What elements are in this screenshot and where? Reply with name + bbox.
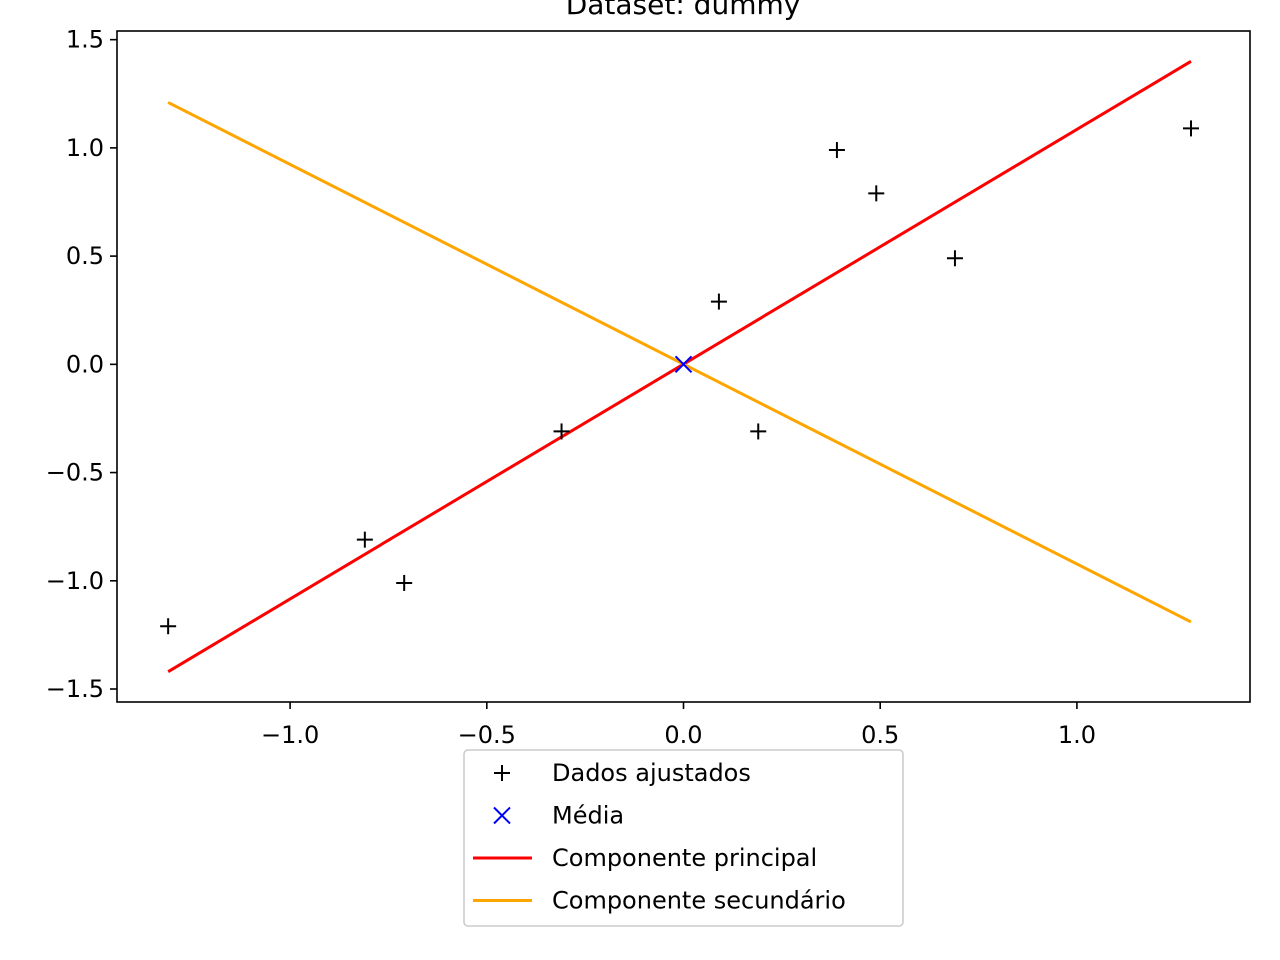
plot-area — [116, 30, 1251, 703]
data-point — [946, 250, 963, 267]
series-line — [167, 101, 1192, 624]
legend-marker-swatch — [494, 765, 510, 781]
x-tick-label: 1.0 — [1058, 721, 1096, 749]
y-tick-label: 0.0 — [66, 350, 104, 378]
y-tick-label: 1.0 — [66, 134, 104, 162]
x-tick-label: 0.5 — [861, 721, 899, 749]
legend-label: Média — [552, 802, 624, 830]
series-layer — [160, 60, 1199, 673]
x-tick-label: −0.5 — [458, 721, 516, 749]
data-point — [553, 423, 570, 440]
data-point — [1182, 120, 1199, 137]
chart-title: Dataset: dummy — [566, 0, 801, 21]
y-tick-label: −0.5 — [46, 459, 104, 487]
data-point — [160, 618, 177, 635]
legend-box — [463, 749, 904, 927]
y-tick-label: −1.0 — [46, 567, 104, 595]
data-point — [356, 531, 373, 548]
legend-marker-swatch — [493, 806, 511, 825]
y-tick-label: 1.5 — [66, 26, 104, 54]
data-point — [750, 423, 767, 440]
legend-items: Dados ajustados Média Componente principal… — [473, 759, 846, 915]
series-line — [167, 60, 1192, 673]
y-tick-label: −1.5 — [46, 675, 104, 703]
legend: Dados ajustados Média Componente principal… — [463, 749, 904, 927]
data-point — [868, 185, 885, 202]
legend-entry: Média — [493, 802, 624, 830]
x-tick-label: 0.0 — [664, 721, 702, 749]
y-tick-label: 0.5 — [66, 242, 104, 270]
y-axis: −1.5 −1.0 −0.5 0.0 0.5 1.0 1.5 — [46, 26, 117, 703]
data-point — [710, 293, 727, 310]
legend-entry: Dados ajustados — [494, 759, 751, 787]
data-point — [396, 574, 413, 591]
legend-label: Componente secundário — [552, 887, 846, 915]
data-point — [828, 142, 845, 159]
legend-label: Dados ajustados — [552, 759, 751, 787]
x-axis: −1.0 −0.5 0.0 0.5 1.0 — [261, 702, 1096, 749]
legend-entry: Componente secundário — [473, 887, 846, 915]
legend-entry: Componente principal — [473, 844, 817, 872]
x-tick-label: −1.0 — [261, 721, 319, 749]
legend-label: Componente principal — [552, 844, 817, 872]
data-point — [674, 355, 693, 374]
